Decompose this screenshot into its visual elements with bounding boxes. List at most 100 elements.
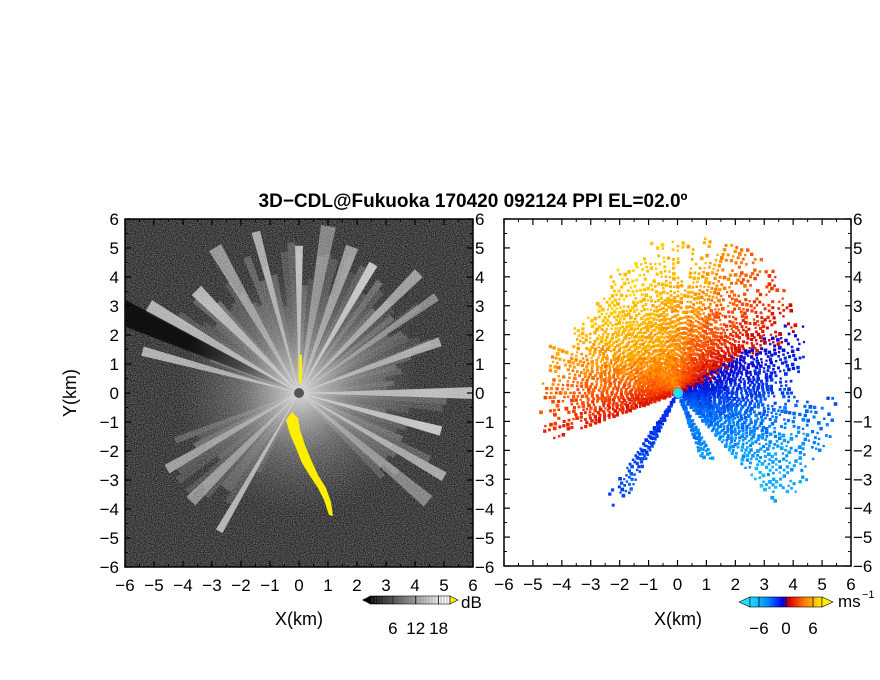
velocity-cell bbox=[694, 347, 698, 351]
velocity-cell bbox=[713, 301, 716, 304]
velocity-cell bbox=[820, 406, 824, 410]
velocity-cell bbox=[676, 338, 680, 341]
velocity-cell bbox=[704, 262, 707, 265]
velocity-cell bbox=[704, 400, 709, 404]
velocity-cell bbox=[725, 383, 728, 386]
velocity-cell bbox=[671, 248, 675, 252]
velocity-cell bbox=[680, 331, 684, 336]
velocity-cell bbox=[782, 474, 787, 478]
velocity-cell bbox=[740, 405, 745, 409]
velocity-cell bbox=[708, 302, 712, 306]
velocity-cell bbox=[631, 402, 635, 406]
velocity-cell bbox=[643, 372, 647, 376]
velocity-cell bbox=[676, 257, 680, 261]
velocity-cell bbox=[659, 426, 663, 429]
velocity-cell bbox=[708, 362, 712, 366]
velocity-cell bbox=[752, 300, 757, 304]
velocity-cell bbox=[753, 391, 757, 395]
velocity-cell bbox=[768, 319, 772, 323]
velocity-cell bbox=[784, 402, 787, 406]
velocity-cell bbox=[693, 297, 697, 301]
velocity-cell bbox=[778, 460, 781, 463]
velocity-cell bbox=[665, 413, 669, 417]
velocity-cell bbox=[630, 477, 634, 481]
velocity-cell bbox=[595, 302, 600, 306]
velocity-cell bbox=[761, 425, 765, 430]
velocity-cell bbox=[651, 329, 655, 332]
velocity-cell bbox=[607, 401, 612, 405]
velocity-cell bbox=[690, 290, 694, 294]
velocity-cell bbox=[679, 296, 683, 301]
velocity-cell bbox=[655, 338, 659, 342]
velocity-cell bbox=[719, 430, 723, 433]
velocity-cell bbox=[706, 343, 710, 347]
velocity-cell bbox=[758, 394, 762, 398]
velocity-cell bbox=[766, 407, 770, 411]
velocity-cell bbox=[654, 438, 657, 441]
velocity-cell bbox=[750, 441, 755, 445]
velocity-cell bbox=[644, 374, 647, 378]
velocity-cell bbox=[670, 405, 673, 408]
velocity-cell bbox=[780, 442, 783, 445]
velocity-cell bbox=[801, 441, 806, 446]
velocity-cell bbox=[603, 373, 607, 377]
velocity-cell bbox=[759, 397, 763, 401]
velocity-cell bbox=[607, 303, 612, 308]
velocity-cell bbox=[561, 433, 566, 437]
velocity-cell bbox=[592, 342, 596, 346]
velocity-cell bbox=[755, 349, 759, 353]
velocity-cell bbox=[761, 388, 765, 392]
velocity-cell bbox=[632, 377, 636, 380]
velocity-cell bbox=[641, 320, 646, 325]
velocity-cell bbox=[672, 334, 676, 339]
velocity-cell bbox=[760, 347, 763, 351]
velocity-cell bbox=[729, 369, 734, 374]
velocity-cell bbox=[612, 380, 616, 384]
velocity-cell bbox=[833, 402, 838, 406]
velocity-cell bbox=[654, 374, 658, 378]
velocity-cell bbox=[712, 291, 717, 295]
velocity-cell bbox=[676, 327, 680, 332]
velocity-cell bbox=[737, 346, 742, 351]
velocity-cell bbox=[620, 481, 624, 485]
velocity-cell bbox=[714, 371, 718, 375]
velocity-cell bbox=[649, 308, 653, 311]
velocity-cell bbox=[697, 394, 700, 397]
velocity-cell bbox=[692, 334, 696, 338]
velocity-cell bbox=[673, 295, 677, 300]
vel-ytick-label-right: −1 bbox=[853, 412, 872, 431]
velocity-cell bbox=[828, 435, 832, 438]
velocity-cell bbox=[722, 386, 726, 390]
velocity-cell bbox=[748, 401, 753, 405]
velocity-cell bbox=[661, 321, 665, 325]
velocity-cell bbox=[793, 323, 798, 328]
velocity-cell bbox=[643, 363, 646, 367]
velocity-cell bbox=[784, 410, 788, 414]
velocity-cell bbox=[726, 400, 729, 404]
velocity-cell bbox=[629, 315, 633, 320]
velocity-cell bbox=[706, 317, 710, 321]
velocity-cell bbox=[826, 396, 830, 400]
velocity-cell bbox=[635, 388, 639, 392]
velocity-cell bbox=[706, 403, 710, 407]
velocity-cell bbox=[726, 425, 729, 428]
velocity-cell bbox=[696, 296, 700, 300]
velocity-cell bbox=[725, 442, 728, 445]
velocity-cell bbox=[767, 282, 772, 287]
velocity-cell bbox=[729, 430, 734, 434]
velocity-cell bbox=[587, 375, 591, 379]
velocity-cell bbox=[744, 410, 748, 415]
velocity-cell bbox=[730, 391, 735, 395]
velocity-cell bbox=[587, 316, 590, 319]
velocity-cell bbox=[674, 324, 678, 328]
velocity-cell bbox=[634, 454, 638, 458]
velocity-cell bbox=[672, 371, 675, 374]
velocity-cell bbox=[693, 433, 697, 437]
velocity-cell bbox=[665, 410, 669, 414]
velocity-cell bbox=[727, 310, 731, 314]
velocity-cell bbox=[649, 348, 652, 351]
velocity-cell bbox=[797, 370, 800, 374]
velocity-cell bbox=[557, 435, 561, 438]
velocity-cell bbox=[790, 391, 793, 395]
velocity-cell bbox=[701, 386, 705, 390]
